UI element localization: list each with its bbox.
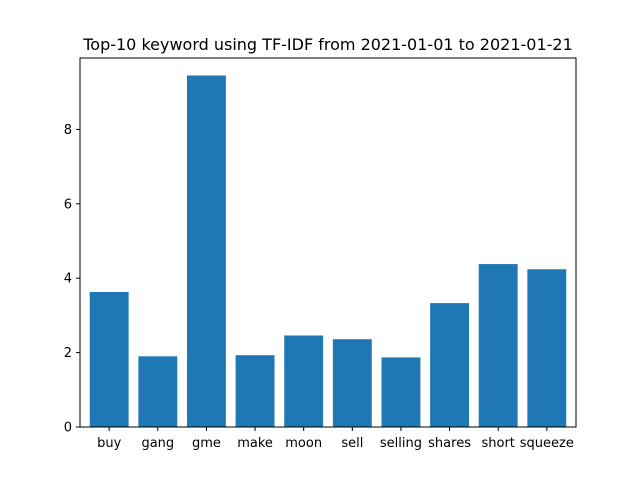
plot-frame [79, 57, 577, 428]
x-tick-label-buy: buy [97, 436, 121, 451]
bar-selling [381, 357, 421, 427]
x-tick-label-selling: selling [380, 436, 422, 451]
y-axis: 0 2 4 6 8 [64, 123, 80, 436]
x-tick-label-squeeze: squeeze [520, 436, 574, 451]
bar-moon [284, 335, 324, 427]
x-tick-label-sell: sell [341, 436, 363, 451]
y-tick-label-2: 2 [64, 346, 72, 361]
bar-buy [89, 291, 129, 427]
y-tick-label-4: 4 [64, 272, 72, 287]
bars-group [89, 75, 567, 427]
x-tick-label-make: make [237, 436, 273, 451]
bar-squeeze [527, 269, 567, 427]
bar-make [235, 355, 275, 427]
bar-short [478, 264, 518, 427]
y-tick-label-0: 0 [64, 421, 72, 436]
bar-gang [138, 356, 178, 427]
y-tick-label-6: 6 [64, 197, 72, 212]
x-axis: buy gang gme make moon sell selling shares short… [97, 427, 574, 451]
y-tick-label-8: 8 [64, 123, 72, 138]
bar-sell [332, 339, 372, 427]
x-tick-label-shares: shares [428, 436, 471, 451]
bar-shares [430, 303, 470, 427]
x-tick-label-gang: gang [141, 436, 174, 451]
x-tick-label-moon: moon [285, 436, 322, 451]
bar-gme [186, 75, 226, 427]
x-tick-label-gme: gme [192, 436, 221, 451]
chart-title: Top-10 keyword using TF-IDF from 2021-01… [82, 35, 573, 54]
x-tick-label-short: short [481, 436, 514, 451]
